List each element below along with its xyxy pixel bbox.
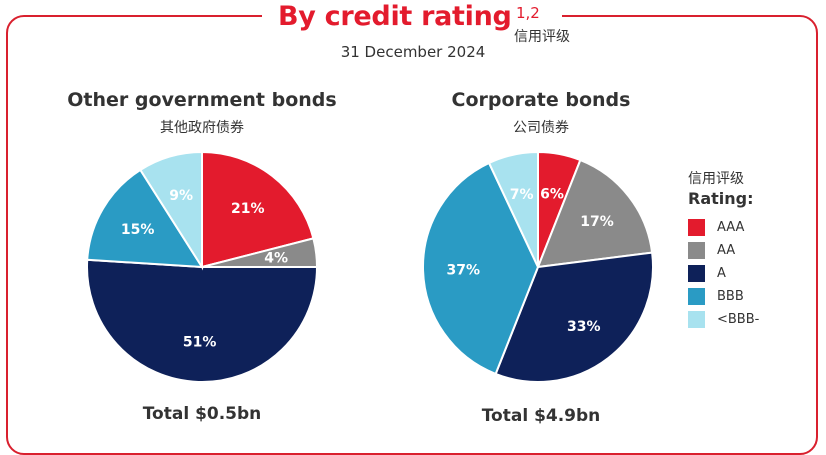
chart-1-total: Total $0.5bn [142, 404, 262, 424]
legend-swatch-aa [688, 242, 705, 259]
chart-2-subtitle: 公司债券 [513, 120, 569, 136]
chart-2-label-aa: 17% [580, 214, 614, 230]
chart-2-title: Corporate bonds [451, 89, 631, 111]
chart-2-total: Total $4.9bn [481, 406, 601, 426]
legend-swatch-a [688, 265, 705, 282]
legend-item-aa: AA [688, 239, 759, 262]
legend-title: Rating: [688, 189, 754, 208]
chart-2-slice-bbb [422, 161, 540, 376]
chart-1-label-aa: 4% [264, 251, 288, 267]
chart-1-title: Other government bonds [67, 89, 337, 111]
page-title: By credit rating [278, 1, 512, 32]
report-date: 31 December 2024 [340, 43, 486, 61]
rating-legend: 信用评级 Rating: AAA AA A BBB <BBB- [688, 170, 759, 331]
chart-1-slice-aaa [201, 150, 315, 269]
legend-label-aa: AA [717, 243, 736, 258]
chart-1-slice-bbb [86, 168, 204, 269]
chart-1-label-bbb: 15% [121, 222, 155, 238]
legend-label-a: A [717, 266, 726, 281]
chart-1-label-below-bbb: 9% [169, 188, 193, 204]
chart-2-label-below-bbb: 7% [510, 187, 534, 203]
chart-2-label-a: 33% [567, 319, 601, 335]
chart-2-label-aaa: 6% [540, 187, 564, 203]
chart-2-label-bbb: 37% [447, 262, 481, 278]
chart-1-label-a: 51% [183, 335, 217, 351]
chart-1-label-aaa: 21% [231, 201, 265, 217]
chart-2-slice-below-bbb [487, 150, 539, 268]
title-footnote-ref: 1,2 [516, 4, 540, 22]
chart-1-subtitle: 其他政府债券 [160, 120, 244, 136]
legend-swatch-aaa [688, 219, 705, 236]
chart-1-slice-a [86, 258, 319, 383]
chart-2-slice-a [494, 251, 654, 383]
legend-label-below-bbb: <BBB- [717, 312, 760, 327]
legend-item-bbb: BBB [688, 285, 759, 308]
legend-swatch-bbb [688, 288, 705, 305]
legend-label-bbb: BBB [717, 289, 744, 304]
legend-item-a: A [688, 262, 759, 285]
legend-item-below-bbb: <BBB- [688, 308, 759, 331]
legend-swatch-below-bbb [688, 311, 705, 328]
chart-1-slice-below-bbb [138, 150, 203, 271]
title-chinese: 信用评级 [514, 29, 570, 45]
legend-title-chinese: 信用评级 [688, 171, 744, 187]
chart-2-pie: 6% 17% 33% 37% 7% [422, 150, 654, 383]
chart-2-slice-aa [536, 158, 654, 269]
legend-label-aaa: AAA [717, 220, 745, 235]
legend-item-aaa: AAA [688, 216, 759, 239]
chart-1-pie: 21% 4% 51% 15% 9% [86, 150, 319, 383]
title-backdrop [262, 0, 562, 34]
